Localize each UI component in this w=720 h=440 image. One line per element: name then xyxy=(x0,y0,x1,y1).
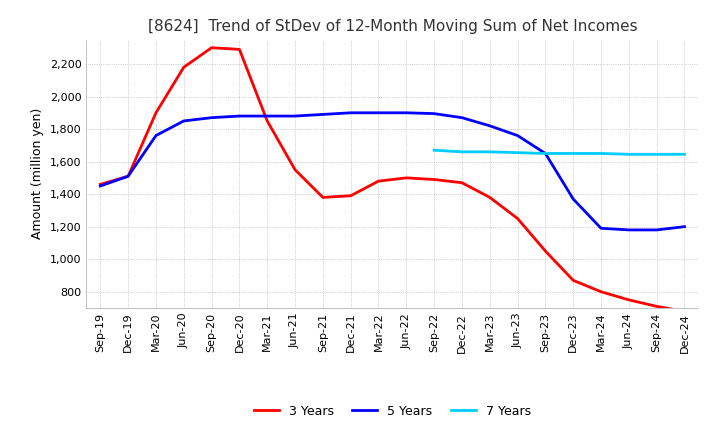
7 Years xyxy=(430,147,438,153)
3 Years xyxy=(652,304,661,309)
5 Years xyxy=(513,133,522,138)
5 Years xyxy=(124,174,132,179)
3 Years xyxy=(541,249,550,254)
5 Years xyxy=(291,114,300,119)
7 Years xyxy=(541,151,550,156)
5 Years xyxy=(152,133,161,138)
7 Years xyxy=(513,150,522,155)
5 Years xyxy=(402,110,410,115)
5 Years xyxy=(458,115,467,120)
5 Years xyxy=(541,151,550,156)
Line: 7 Years: 7 Years xyxy=(434,150,685,154)
7 Years xyxy=(485,149,494,154)
3 Years xyxy=(318,195,327,200)
7 Years xyxy=(597,151,606,156)
5 Years xyxy=(179,118,188,124)
Title: [8624]  Trend of StDev of 12-Month Moving Sum of Net Incomes: [8624] Trend of StDev of 12-Month Moving… xyxy=(148,19,637,34)
3 Years xyxy=(207,45,216,50)
5 Years xyxy=(263,114,271,119)
5 Years xyxy=(680,224,689,229)
5 Years xyxy=(430,111,438,116)
7 Years xyxy=(680,152,689,157)
Line: 3 Years: 3 Years xyxy=(100,48,685,311)
Legend: 3 Years, 5 Years, 7 Years: 3 Years, 5 Years, 7 Years xyxy=(248,400,536,422)
5 Years xyxy=(624,227,633,233)
3 Years xyxy=(152,110,161,115)
5 Years xyxy=(652,227,661,233)
5 Years xyxy=(597,226,606,231)
3 Years xyxy=(597,289,606,294)
3 Years xyxy=(179,65,188,70)
3 Years xyxy=(569,278,577,283)
7 Years xyxy=(569,151,577,156)
5 Years xyxy=(374,110,383,115)
3 Years xyxy=(291,167,300,172)
5 Years xyxy=(485,123,494,128)
3 Years xyxy=(374,179,383,184)
3 Years xyxy=(346,193,355,198)
5 Years xyxy=(346,110,355,115)
3 Years xyxy=(263,118,271,124)
3 Years xyxy=(624,297,633,303)
3 Years xyxy=(458,180,467,185)
3 Years xyxy=(235,47,243,52)
3 Years xyxy=(402,175,410,180)
Line: 5 Years: 5 Years xyxy=(100,113,685,230)
Y-axis label: Amount (million yen): Amount (million yen) xyxy=(31,108,44,239)
7 Years xyxy=(624,152,633,157)
3 Years xyxy=(680,308,689,314)
5 Years xyxy=(96,183,104,189)
5 Years xyxy=(207,115,216,120)
3 Years xyxy=(96,182,104,187)
3 Years xyxy=(430,177,438,182)
3 Years xyxy=(124,174,132,179)
3 Years xyxy=(513,216,522,221)
7 Years xyxy=(652,152,661,157)
5 Years xyxy=(318,112,327,117)
5 Years xyxy=(235,114,243,119)
5 Years xyxy=(569,196,577,202)
3 Years xyxy=(485,195,494,200)
7 Years xyxy=(458,149,467,154)
